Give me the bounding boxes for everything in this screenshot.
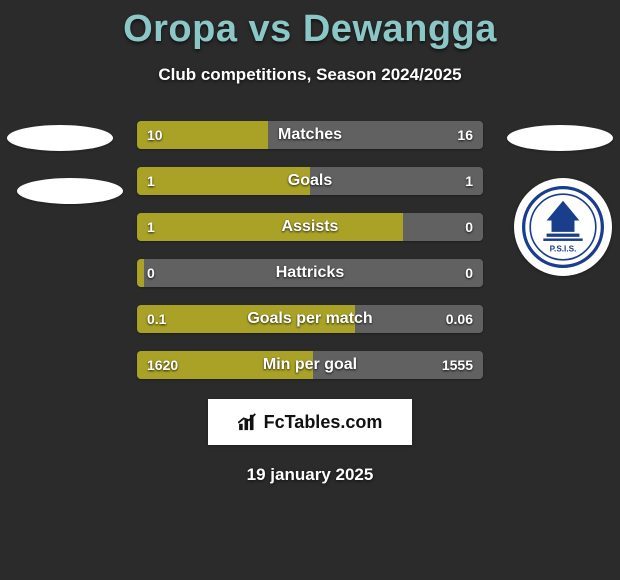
stat-row: Hattricks00 xyxy=(137,259,483,287)
footer-brand-card[interactable]: FcTables.com xyxy=(208,399,412,445)
comparison-card: Oropa vs Dewangga Club competitions, Sea… xyxy=(0,0,620,580)
stat-row: Min per goal16201555 xyxy=(137,351,483,379)
bar-right xyxy=(355,305,483,333)
bar-right xyxy=(144,259,483,287)
date-text: 19 january 2025 xyxy=(247,465,374,485)
bar-left xyxy=(137,305,355,333)
page-title: Oropa vs Dewangga xyxy=(123,8,497,51)
subtitle: Club competitions, Season 2024/2025 xyxy=(158,65,461,85)
bar-left xyxy=(137,259,144,287)
bar-left xyxy=(137,213,403,241)
stat-row: Matches1016 xyxy=(137,121,483,149)
bar-left xyxy=(137,167,310,195)
bar-right xyxy=(313,351,483,379)
bar-right xyxy=(268,121,483,149)
bar-right xyxy=(403,213,483,241)
stat-row: Goals11 xyxy=(137,167,483,195)
footer-brand-text: FcTables.com xyxy=(264,412,383,433)
stat-row: Goals per match0.10.06 xyxy=(137,305,483,333)
bar-left xyxy=(137,121,268,149)
stat-row: Assists10 xyxy=(137,213,483,241)
bar-chart-icon xyxy=(238,413,260,431)
stat-rows: Matches1016 Goals11 Assists10 Hattricks00 Go… xyxy=(0,121,620,379)
bar-left xyxy=(137,351,313,379)
bar-right xyxy=(310,167,483,195)
footer-brand: FcTables.com xyxy=(238,412,383,433)
